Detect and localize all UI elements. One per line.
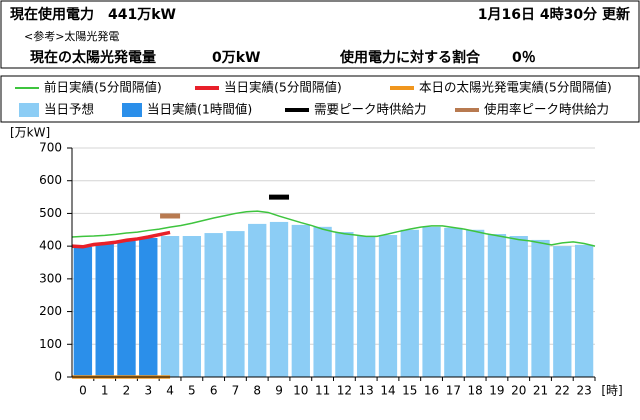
bar [378,235,398,377]
y-tick-label: 200 [39,304,62,318]
x-tick-label: 9 [275,384,283,398]
x-tick-label: 5 [188,384,196,398]
x-tick-label: 6 [210,384,218,398]
reference: <参考>太陽光発電 [24,29,119,43]
x-tick-label: 8 [253,384,261,398]
bar [487,234,507,377]
legend-box [0,75,640,123]
x-tick-label: 17 [446,384,461,398]
line [71,230,171,249]
bar [160,236,180,377]
x-tick-label: 10 [293,384,308,398]
x-axis-label: [時] [601,384,622,398]
x-tick-label: 20 [511,384,526,398]
x-tick-label: 2 [123,384,131,398]
y-axis-label: [万kW] [10,126,50,140]
solar-value: 0万kW [212,50,261,66]
bar [117,240,136,377]
x-tick-label: 7 [232,384,240,398]
y-tick-label: 300 [39,271,62,285]
legend-label: 需要ピーク時供給力 [314,102,427,117]
bar [248,223,267,377]
bar [204,233,223,377]
bar [422,226,441,377]
x-tick-label: 19 [489,384,504,398]
bar [139,237,158,377]
legend-label: 使用率ピーク時供給力 [484,102,609,117]
x-tick-label: 0 [79,384,87,398]
legend-label: 当日実績(1時間値) [147,102,252,117]
legend-label: 当日予想 [44,102,94,117]
bar [335,232,354,377]
x-tick-label: 18 [468,384,483,398]
ratio-label: 使用電力に対する割合 [339,49,481,66]
x-tick-label: 1 [101,384,109,398]
bar [553,246,572,377]
x-tick-label: 11 [315,384,330,398]
y-tick-label: 100 [39,337,62,351]
y-tick-label: 500 [39,206,62,220]
ratio-value: 0％ [512,50,536,66]
updated-time: 1月16日 4時30分 更新 [478,6,630,23]
bar [509,236,528,377]
bar [531,239,550,377]
y-tick-label: 0 [54,370,62,384]
x-tick-label: 21 [533,384,548,398]
y-tick-label: 600 [39,173,62,187]
bar [73,246,93,377]
legend-swatch [19,103,39,117]
bar [400,229,419,377]
y-tick-label: 400 [39,239,62,253]
legend-label: 前日実績(5分間隔値) [44,80,162,95]
solar-label: 現在の太陽光発電量 [30,49,156,66]
bar [182,236,202,377]
x-tick-label: 13 [359,384,374,398]
legend-label: 当日実績(5分間隔値) [224,80,342,95]
bar [291,224,310,377]
legend-swatch [122,103,142,117]
bar [226,231,245,377]
bar [574,244,594,377]
x-tick-label: 12 [337,384,352,398]
bar [465,229,485,377]
bar [95,242,114,377]
line [71,210,596,247]
x-tick-label: 4 [166,384,174,398]
y-tick-label: 700 [39,141,62,155]
bar [313,226,332,377]
x-tick-label: 16 [424,384,439,398]
x-tick-label: 22 [555,384,570,398]
legend-label: 本日の太陽光発電実績(5分間隔値) [419,80,612,95]
bar [357,236,376,377]
x-tick-label: 14 [380,384,395,398]
bar [269,221,289,377]
x-tick-label: 15 [402,384,417,398]
x-tick-label: 3 [144,384,152,398]
header-box [0,0,640,69]
current-usage: 現在使用電力 441万kW [10,6,176,23]
x-tick-label: 23 [576,384,591,398]
bar [444,227,463,377]
